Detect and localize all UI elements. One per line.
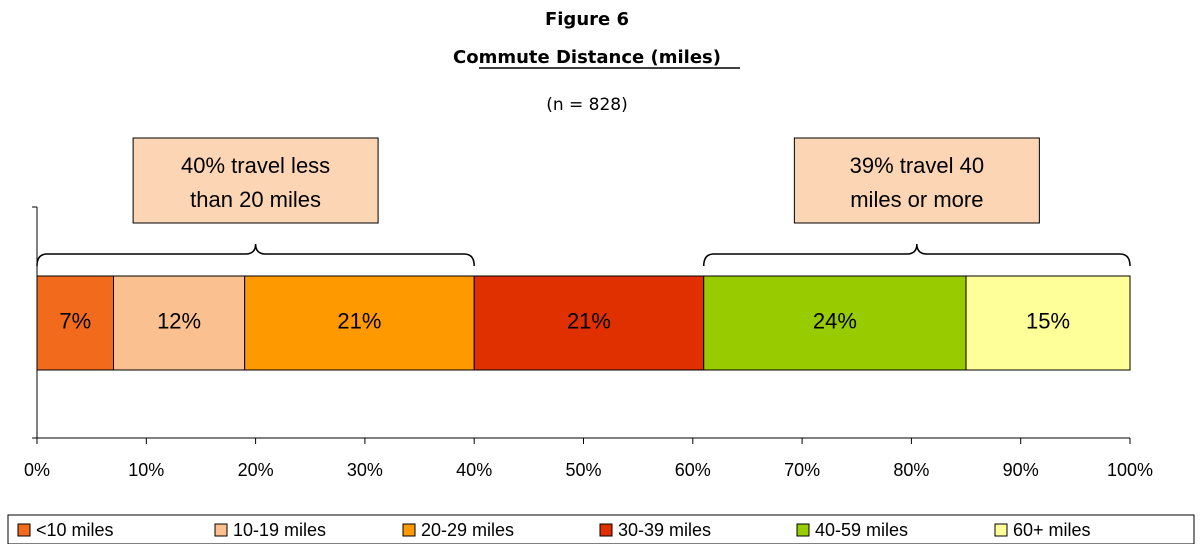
callout-text-2-line2: miles or more	[850, 187, 983, 212]
legend-swatch-40-59-miles	[796, 523, 810, 537]
legend-label-20-29-miles: 20-29 miles	[421, 520, 514, 540]
callout-text-1-line2: than 20 miles	[190, 187, 321, 212]
x-tick-label: 40%	[456, 460, 492, 480]
callout-text-1-line1: 40% travel less	[181, 153, 330, 178]
chart-title: Commute Distance (miles)	[453, 47, 721, 68]
x-tick-label: 80%	[893, 460, 929, 480]
bar-segments: 7% 12% 21% 21% 24% 15%	[36, 275, 1131, 371]
data-label-20-29-miles: 21%	[337, 309, 381, 334]
callout-box-1	[132, 137, 379, 224]
legend-label-10-19-miles: 10-19 miles	[233, 520, 326, 540]
x-tick-label: 0%	[24, 460, 50, 480]
legend-swatch-60-miles	[994, 523, 1008, 537]
bar-segment-10-miles	[36, 275, 115, 371]
brace-2	[702, 243, 1131, 267]
legend-label-40-59-miles: 40-59 miles	[815, 520, 908, 540]
data-label-40-59-miles: 24%	[813, 309, 857, 334]
bar-segment-30-39-miles	[473, 275, 705, 371]
x-tick-label: 100%	[1107, 460, 1153, 480]
legend-swatch-10-19-miles	[214, 523, 228, 537]
callout-text-2-line1: 39% travel 40	[850, 153, 985, 178]
legend-label-60-miles: 60+ miles	[1013, 520, 1091, 540]
data-label-60-miles: 15%	[1026, 309, 1070, 334]
x-tick-label: 50%	[565, 460, 601, 480]
x-tick-label: 60%	[675, 460, 711, 480]
figure-number: Figure 6	[545, 9, 629, 30]
callout-box-2	[793, 137, 1040, 224]
legend-swatch-30-39-miles	[599, 523, 613, 537]
brace-1	[36, 243, 475, 267]
legend: <10 miles 10-19 miles 20-29 miles 30-39 mil…	[7, 514, 1195, 545]
x-tick-label: 90%	[1003, 460, 1039, 480]
x-tick-label: 10%	[128, 460, 164, 480]
callouts: 40% travel less than 20 miles 39% travel 4…	[36, 137, 1131, 267]
data-label-10-19-miles: 12%	[157, 309, 201, 334]
x-tick-label: 20%	[238, 460, 274, 480]
bar-segment-60-miles	[965, 275, 1131, 371]
data-label-30-39-miles: 21%	[567, 309, 611, 334]
x-tick-label: 30%	[347, 460, 383, 480]
sample-size: (n = 828)	[546, 95, 628, 115]
legend-label-30-39-miles: 30-39 miles	[618, 520, 711, 540]
legend-label-10-miles: <10 miles	[36, 520, 114, 540]
data-label-10-miles: 7%	[59, 309, 91, 334]
x-axis: 0% 10% 20% 30% 40% 50% 60% 70% 80% 90% 100%	[24, 206, 1153, 480]
x-tick-label: 70%	[784, 460, 820, 480]
legend-swatch-20-29-miles	[402, 523, 416, 537]
legend-swatch-10-miles	[17, 523, 31, 537]
